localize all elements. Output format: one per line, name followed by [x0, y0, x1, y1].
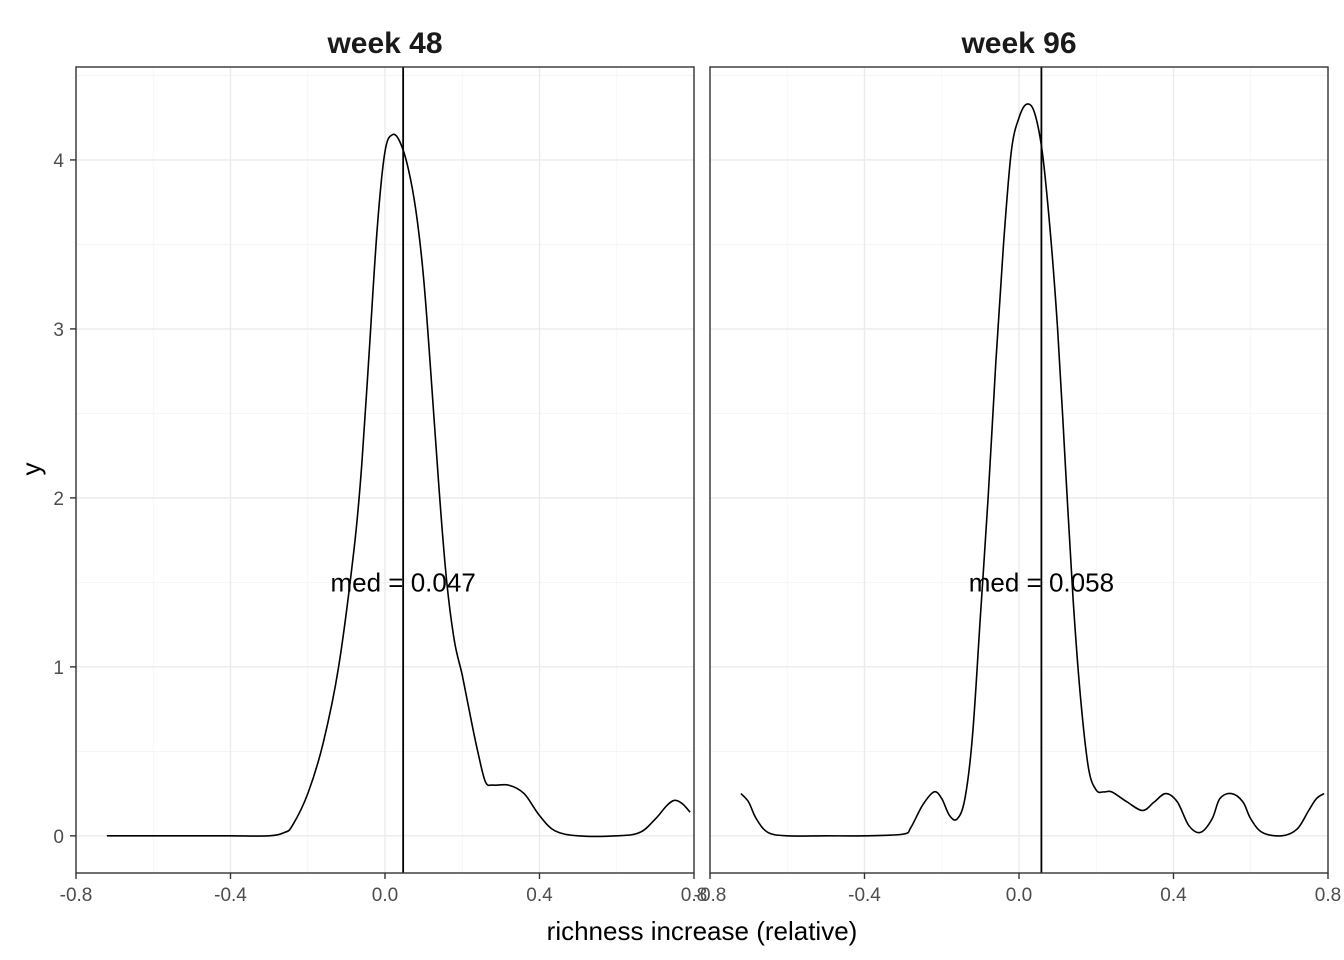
facet-panel: med = 0.047 week 48 -0.8 -0.4 0.0 0.4 0.8	[60, 27, 708, 906]
density-line	[106, 133, 691, 838]
x-tick-label: -0.4	[214, 885, 247, 906]
y-axis-title: y	[16, 463, 46, 476]
y-tick-label: 3	[53, 320, 64, 341]
x-tick-label: 0.4	[1160, 885, 1187, 906]
y-tick-label: 4	[53, 151, 64, 172]
x-tick-label: 0.0	[372, 885, 398, 906]
x-tick-label: 0.0	[1006, 885, 1032, 906]
facet-title: week 96	[960, 27, 1076, 60]
facet-title: week 48	[326, 27, 442, 60]
y-tick-label: 1	[53, 658, 64, 679]
median-annotation: med = 0.047	[331, 567, 476, 597]
density-line	[740, 103, 1325, 837]
x-tick-label: 0.4	[526, 885, 553, 906]
facet-panel: med = 0.058 week 96 -0.8 -0.4 0.0 0.4 0.8	[694, 27, 1342, 906]
y-tick-label: 0	[53, 827, 64, 848]
x-tick-label: -0.8	[60, 885, 93, 906]
y-axis: 0 1 2 3 4	[53, 151, 76, 848]
x-axis-title: richness increase (relative)	[547, 916, 858, 946]
x-tick-label: 0.8	[1315, 885, 1341, 906]
x-tick-label: -0.8	[694, 885, 727, 906]
y-tick-label: 2	[53, 489, 64, 510]
median-annotation: med = 0.058	[969, 567, 1114, 597]
x-tick-label: 0.8	[681, 885, 707, 906]
x-tick-label: -0.4	[848, 885, 881, 906]
